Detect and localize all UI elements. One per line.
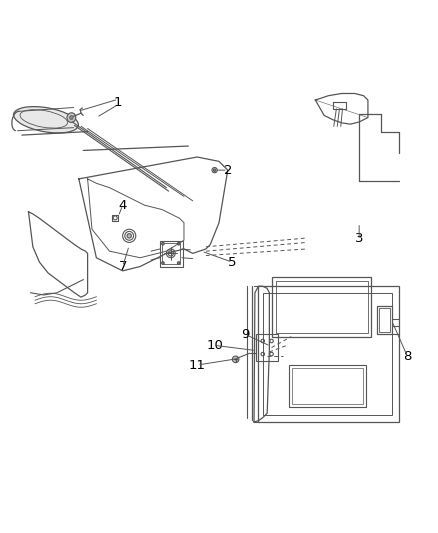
Ellipse shape [14,107,78,133]
Text: 10: 10 [206,339,223,352]
Bar [162,243,180,264]
Text: 3: 3 [355,231,364,245]
Text: 9: 9 [241,328,250,341]
Bar [160,241,183,266]
Ellipse shape [177,243,180,245]
Text: 7: 7 [118,260,127,273]
Ellipse shape [177,262,180,264]
Bar [258,286,399,422]
Text: 2: 2 [223,164,232,176]
Ellipse shape [127,233,131,238]
Bar [292,368,363,404]
Ellipse shape [162,262,164,264]
Ellipse shape [70,116,73,119]
Ellipse shape [232,356,239,362]
Ellipse shape [213,169,216,172]
Text: 11: 11 [189,359,205,372]
Bar [377,306,392,334]
Text: 4: 4 [118,199,127,212]
Ellipse shape [162,243,164,245]
Bar [276,280,368,333]
Bar [289,365,366,407]
Bar [272,278,371,336]
Ellipse shape [67,113,76,123]
Bar [263,293,392,415]
Bar [379,308,390,332]
Text: 8: 8 [403,350,412,363]
Text: 1: 1 [114,96,123,109]
Bar [256,334,278,361]
Text: 5: 5 [228,256,237,269]
